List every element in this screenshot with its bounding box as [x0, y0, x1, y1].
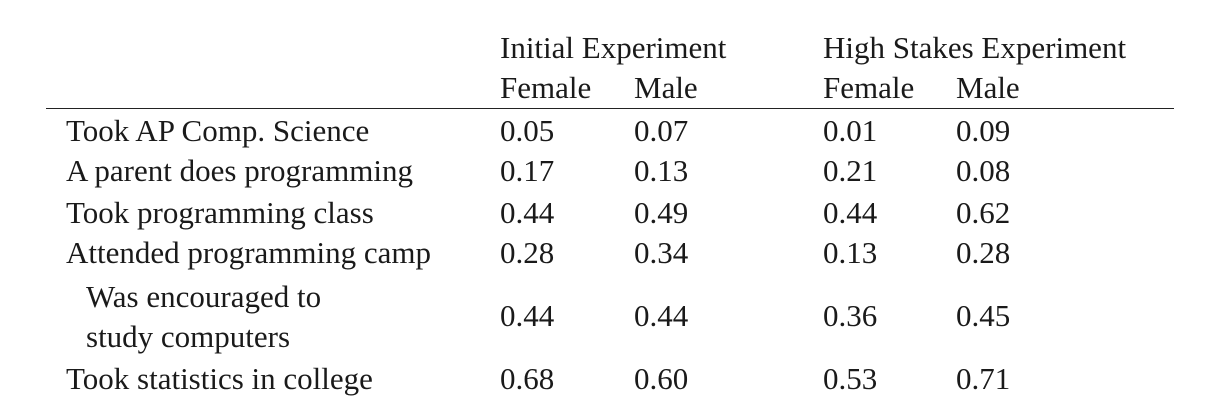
header-rule: [46, 108, 1174, 109]
cell-value: 0.17: [500, 153, 555, 188]
cell-value: 0.34: [634, 235, 689, 270]
cell-value: 0.01: [823, 113, 878, 148]
subheader-initial-male: Male: [634, 70, 698, 105]
subheader-initial-female: Female: [500, 70, 592, 105]
cell-value: 0.49: [634, 195, 689, 230]
subheader-high-male: Male: [956, 70, 1020, 105]
cell-value: 0.09: [956, 113, 1011, 148]
row-label: Attended programming camp: [66, 235, 432, 270]
cell-value: 0.21: [823, 153, 878, 188]
group-header-initial: Initial Experiment: [500, 30, 727, 65]
cell-value: 0.13: [823, 235, 878, 270]
cell-value: 0.44: [634, 298, 689, 333]
row-label: Took statistics in college: [66, 361, 373, 396]
cell-value: 0.62: [956, 195, 1011, 230]
row-label-line-2: study computers: [86, 319, 291, 354]
cell-value: 0.36: [823, 298, 878, 333]
cell-value: 0.28: [500, 235, 555, 270]
cell-value: 0.28: [956, 235, 1011, 270]
subheader-high-female: Female: [823, 70, 915, 105]
cell-value: 0.13: [634, 153, 689, 188]
cell-value: 0.05: [500, 113, 555, 148]
cell-value: 0.71: [956, 361, 1011, 396]
row-label-line-1: Was encouraged to: [86, 279, 322, 314]
cell-value: 0.44: [500, 298, 555, 333]
group-header-high-stakes: High Stakes Experiment: [823, 30, 1127, 65]
cell-value: 0.60: [634, 361, 689, 396]
cell-value: 0.45: [956, 298, 1011, 333]
cell-value: 0.08: [956, 153, 1011, 188]
row-label: Took AP Comp. Science: [66, 113, 370, 148]
cell-value: 0.44: [500, 195, 555, 230]
cell-value: 0.68: [500, 361, 555, 396]
row-label: A parent does programming: [66, 153, 413, 188]
cell-value: 0.53: [823, 361, 878, 396]
row-label: Took programming class: [66, 195, 374, 230]
cell-value: 0.07: [634, 113, 689, 148]
cell-value: 0.44: [823, 195, 878, 230]
